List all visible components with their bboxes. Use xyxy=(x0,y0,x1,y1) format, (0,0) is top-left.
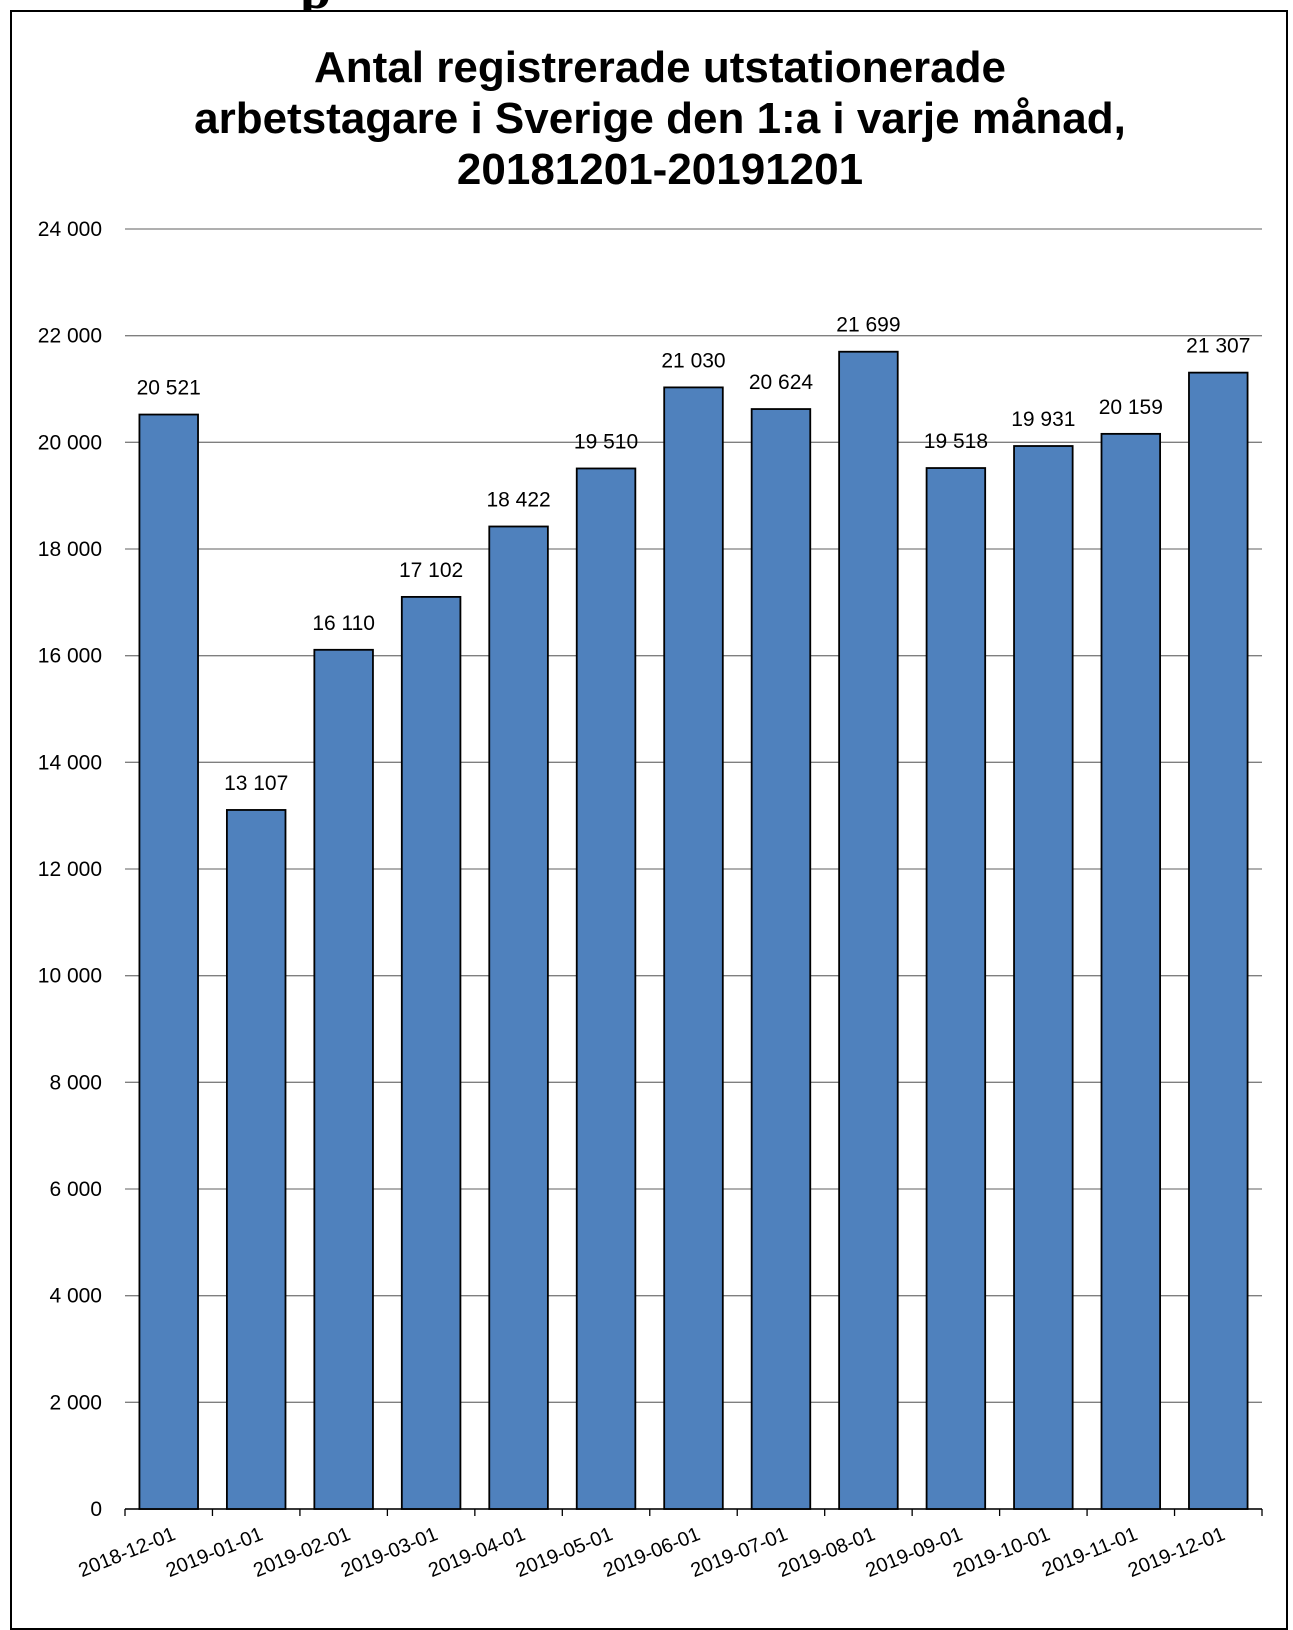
bar xyxy=(313,648,374,1510)
x-tick-label: 2018-12-01 xyxy=(75,1523,178,1582)
data-label: 19 518 xyxy=(924,430,988,453)
data-label: 21 030 xyxy=(661,349,725,372)
data-label: 20 624 xyxy=(749,371,814,394)
bar xyxy=(225,809,287,1510)
chart-title-line-3: 20181201-20191201 xyxy=(456,145,864,194)
bar xyxy=(488,525,549,1510)
data-label: 13 107 xyxy=(224,772,288,795)
x-tick-label: 2019-05-01 xyxy=(513,1523,616,1582)
x-tick-label: 2019-07-01 xyxy=(688,1523,791,1582)
data-label: 17 102 xyxy=(399,559,463,582)
x-tick-label: 2019-12-01 xyxy=(1125,1523,1228,1582)
x-tick-label: 2019-04-01 xyxy=(425,1523,528,1582)
y-tick-label: 16 000 xyxy=(38,645,102,668)
x-tick-label: 2019-06-01 xyxy=(600,1523,703,1582)
chart-frame xyxy=(10,10,1288,1630)
y-tick-label: 12 000 xyxy=(38,858,102,881)
bar xyxy=(663,386,724,1510)
bar xyxy=(750,408,812,1510)
data-label: 19 931 xyxy=(1011,408,1075,431)
data-label: 18 422 xyxy=(486,488,550,511)
x-tick-label: 2019-10-01 xyxy=(950,1523,1053,1582)
y-tick-label: 4 000 xyxy=(49,1285,102,1308)
y-tick-label: 10 000 xyxy=(38,965,102,988)
bar xyxy=(838,350,899,1510)
x-tick-label: 2019-01-01 xyxy=(163,1523,266,1582)
bar xyxy=(400,595,462,1510)
data-label: 21 307 xyxy=(1186,335,1250,358)
data-label: 21 699 xyxy=(836,314,900,337)
bar xyxy=(138,413,199,1510)
x-tick-label: 2019-02-01 xyxy=(250,1523,353,1582)
chart-title-line-2: arbetstagare i Sverige den 1:a i varje m… xyxy=(194,94,1126,143)
bar xyxy=(1013,445,1074,1510)
y-tick-label: 22 000 xyxy=(38,325,102,348)
bar xyxy=(1100,432,1162,1510)
bar xyxy=(1188,371,1249,1510)
data-label: 16 110 xyxy=(312,612,375,635)
chart-title-line-1: Antal registrerade utstationerade xyxy=(314,43,1006,92)
cropped-heading-text: p xyxy=(300,0,331,10)
y-tick-label: 6 000 xyxy=(49,1178,102,1201)
x-tick-label: 2019-03-01 xyxy=(338,1523,441,1582)
bar xyxy=(575,467,637,1510)
x-tick-label: 2019-11-01 xyxy=(1039,1523,1141,1581)
x-tick-label: 2019-08-01 xyxy=(775,1523,878,1582)
cropped-heading-fragment: p xyxy=(300,0,600,10)
x-tick-label: 2019-09-01 xyxy=(863,1523,966,1582)
data-label: 20 159 xyxy=(1099,396,1163,419)
y-tick-label: 0 xyxy=(90,1498,102,1521)
chart-title: Antal registrerade utstationerade arbets… xyxy=(60,42,1260,195)
y-tick-label: 2 000 xyxy=(49,1391,102,1414)
data-label: 20 521 xyxy=(137,377,201,400)
y-tick-label: 8 000 xyxy=(49,1071,102,1094)
y-tick-label: 20 000 xyxy=(38,431,102,454)
y-tick-label: 18 000 xyxy=(38,538,102,561)
y-tick-label: 24 000 xyxy=(38,218,102,241)
data-label: 19 510 xyxy=(574,430,638,453)
bar xyxy=(925,467,987,1510)
y-tick-label: 14 000 xyxy=(38,751,102,774)
